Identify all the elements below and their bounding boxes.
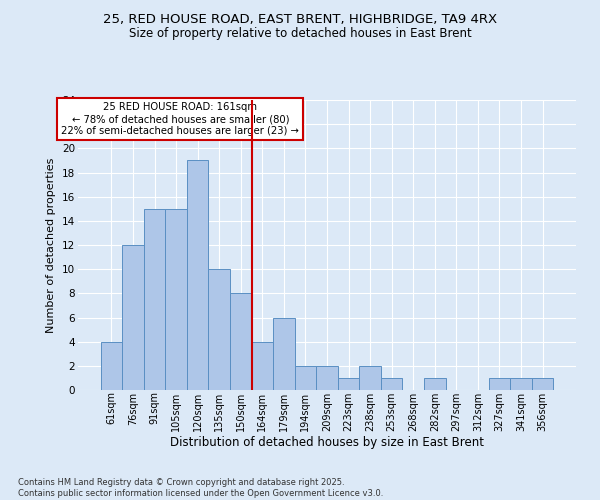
Bar: [101, 342, 122, 390]
Bar: [208, 269, 230, 390]
Bar: [424, 378, 446, 390]
Text: Size of property relative to detached houses in East Brent: Size of property relative to detached ho…: [128, 28, 472, 40]
Text: 25 RED HOUSE ROAD: 161sqm
← 78% of detached houses are smaller (80)
22% of semi-: 25 RED HOUSE ROAD: 161sqm ← 78% of detac…: [61, 102, 299, 136]
Bar: [381, 378, 403, 390]
Bar: [295, 366, 316, 390]
Bar: [187, 160, 208, 390]
Text: 25, RED HOUSE ROAD, EAST BRENT, HIGHBRIDGE, TA9 4RX: 25, RED HOUSE ROAD, EAST BRENT, HIGHBRID…: [103, 12, 497, 26]
Y-axis label: Number of detached properties: Number of detached properties: [46, 158, 56, 332]
X-axis label: Distribution of detached houses by size in East Brent: Distribution of detached houses by size …: [170, 436, 484, 450]
Bar: [273, 318, 295, 390]
Bar: [359, 366, 381, 390]
Bar: [338, 378, 359, 390]
Bar: [488, 378, 510, 390]
Bar: [166, 209, 187, 390]
Bar: [532, 378, 553, 390]
Bar: [144, 209, 166, 390]
Bar: [510, 378, 532, 390]
Bar: [316, 366, 338, 390]
Bar: [251, 342, 273, 390]
Text: Contains HM Land Registry data © Crown copyright and database right 2025.
Contai: Contains HM Land Registry data © Crown c…: [18, 478, 383, 498]
Bar: [122, 245, 144, 390]
Bar: [230, 294, 251, 390]
